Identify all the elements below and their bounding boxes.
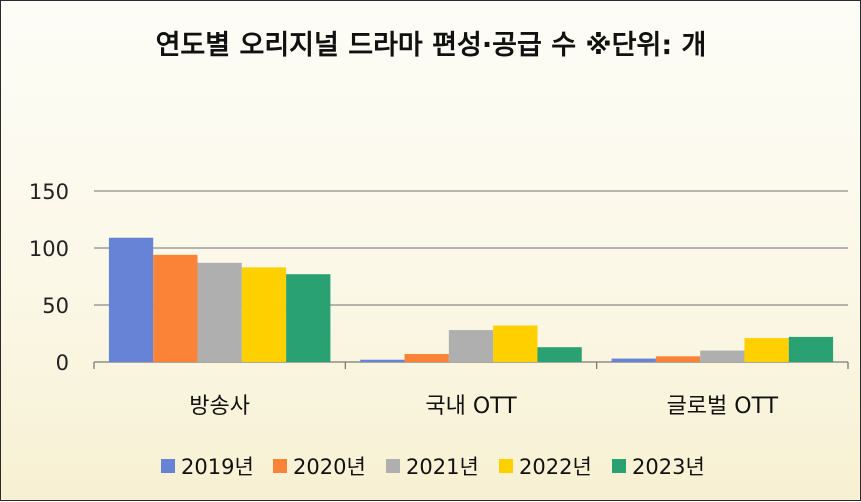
legend-label: 2021년 (406, 455, 479, 479)
chart-title: 연도별 오리지널 드라마 편성·공급 수 ※단위: 개 (156, 30, 707, 61)
legend-swatch (612, 459, 626, 473)
y-tick-label: 50 (42, 294, 69, 318)
category-label: 글로벌 OTT (667, 394, 779, 419)
bar-2023년-방송사 (286, 274, 331, 362)
y-tick-label: 150 (29, 180, 69, 204)
legend-swatch (273, 459, 287, 473)
bar-2020년-방송사 (153, 254, 198, 362)
bar-2023년-글로벌 OTT (788, 336, 834, 362)
category-label: 국내 OTT (425, 394, 517, 419)
bar-2022년-국내 OTT (493, 325, 538, 362)
legend-swatch (161, 459, 175, 473)
bar-2021년-글로벌 OTT (700, 350, 745, 362)
bar-2021년-방송사 (197, 262, 242, 362)
legend-label: 2020년 (293, 455, 366, 479)
bar-2019년-국내 OTT (360, 359, 405, 362)
y-tick-label: 100 (29, 237, 69, 261)
bar-2020년-국내 OTT (404, 354, 449, 362)
legend-label: 2023년 (632, 455, 705, 479)
legend-label: 2019년 (181, 455, 254, 479)
category-labels: 방송사 국내 OTT 글로벌 OTT (189, 394, 778, 419)
category-label: 방송사 (189, 394, 250, 419)
bar-2022년-방송사 (241, 267, 287, 362)
bars (108, 237, 834, 362)
legend-swatch (499, 459, 513, 473)
bar-2019년-방송사 (108, 237, 154, 362)
y-tick-label: 0 (56, 351, 69, 375)
bar-2023년-국내 OTT (537, 347, 582, 362)
bar-2022년-글로벌 OTT (744, 338, 789, 362)
bar-2019년-글로벌 OTT (611, 358, 656, 362)
legend-label: 2022년 (519, 455, 592, 479)
bar-2020년-글로벌 OTT (655, 356, 701, 362)
legend-swatch (386, 459, 400, 473)
bar-2021년-국내 OTT (448, 330, 494, 362)
legend: 2019년 2020년 2021년 2022년 2023년 (161, 455, 705, 479)
